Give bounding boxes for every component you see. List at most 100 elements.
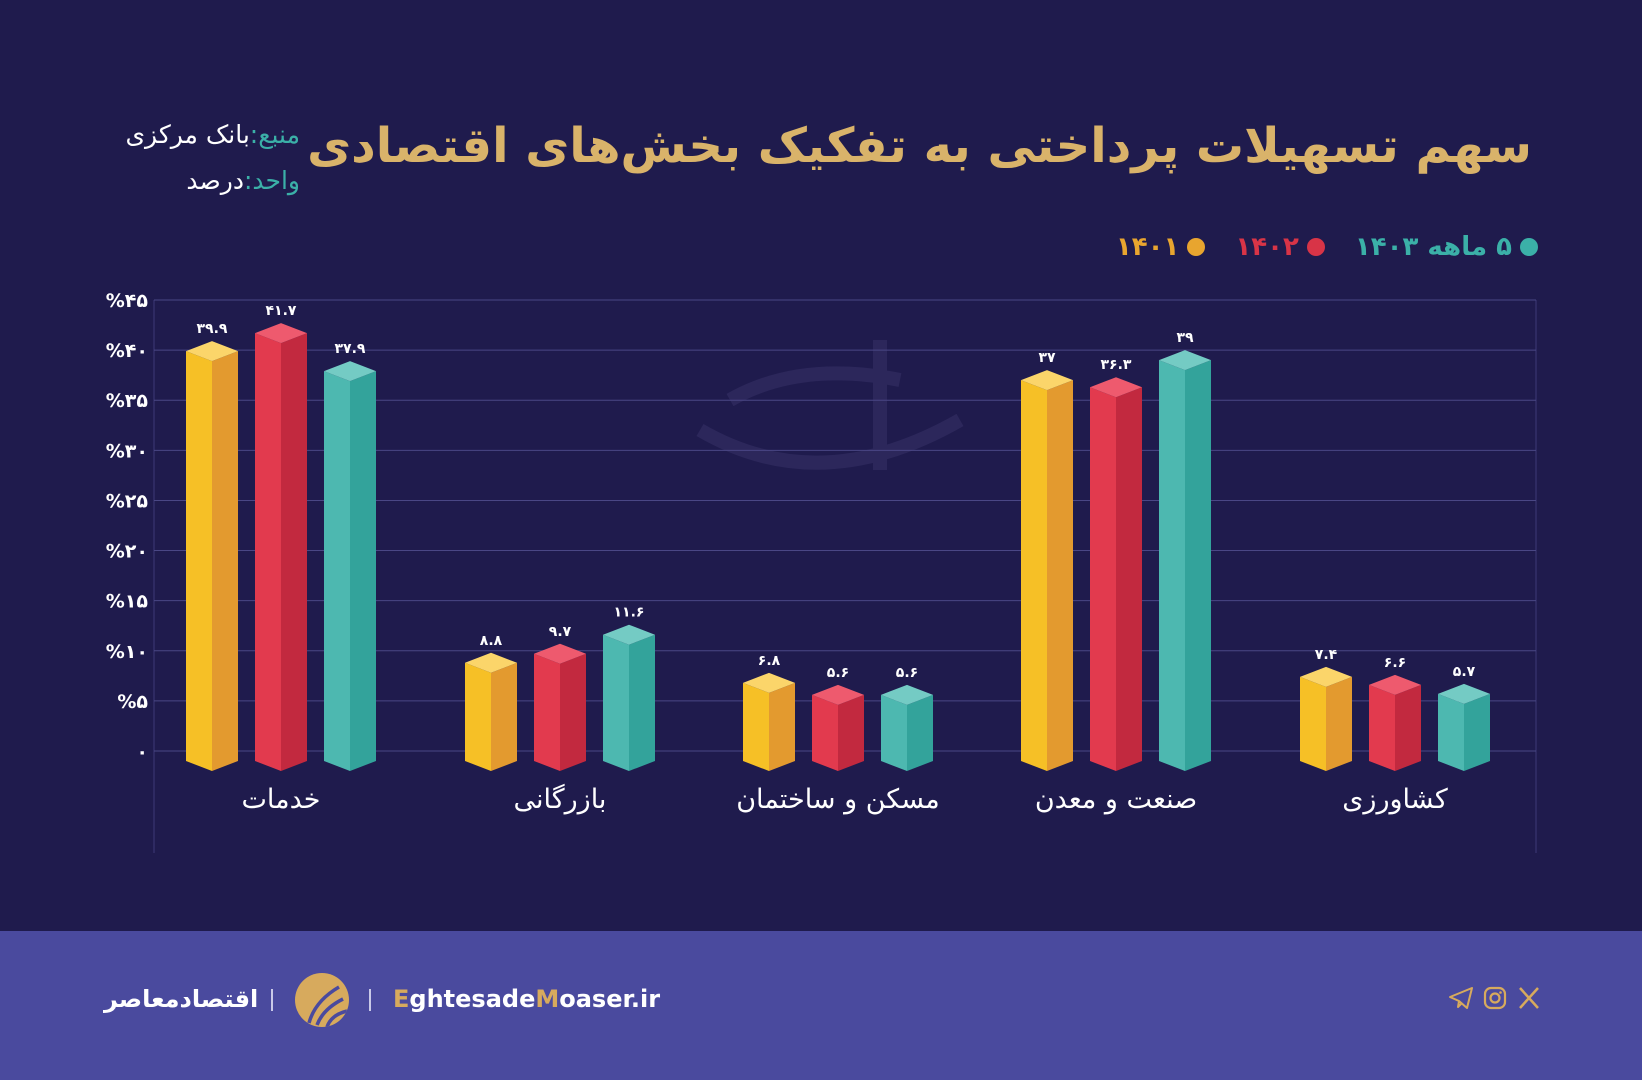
x-tick-label: بازرگانی bbox=[514, 783, 607, 815]
data-label: ۳۷.۹ bbox=[335, 341, 366, 357]
y-tick-label: %۴۰ bbox=[106, 340, 148, 362]
bar-front bbox=[186, 351, 212, 771]
data-label: ۳۶.۳ bbox=[1101, 357, 1132, 373]
legend-item-1401: ۱۴۰۱ bbox=[1116, 232, 1206, 262]
data-label: ۴۱.۷ bbox=[266, 303, 297, 319]
bar-side bbox=[281, 333, 307, 771]
bar-front bbox=[1438, 693, 1464, 771]
x-tick-label: کشاورزی bbox=[1342, 784, 1448, 815]
bar-top bbox=[186, 341, 238, 362]
y-tick-label: %۳۵ bbox=[106, 390, 149, 412]
bar-front bbox=[1369, 684, 1395, 771]
bar-front bbox=[743, 682, 769, 771]
data-label: ۱۱.۶ bbox=[614, 605, 645, 621]
data-label: ۳۹ bbox=[1176, 330, 1194, 346]
bar-front bbox=[324, 371, 350, 771]
website-link[interactable]: EghtesadeMoaser.ir bbox=[393, 985, 661, 1013]
bar-front bbox=[255, 333, 281, 771]
legend-dot bbox=[1306, 238, 1325, 256]
data-label: ۷.۴ bbox=[1315, 647, 1338, 663]
data-label: ۵.۷ bbox=[1453, 664, 1476, 680]
data-label: ۶.۸ bbox=[758, 653, 781, 669]
bar-top bbox=[1438, 683, 1490, 704]
bar-top bbox=[1021, 370, 1073, 391]
data-label: ۹.۷ bbox=[549, 624, 572, 640]
bar-top bbox=[743, 672, 795, 693]
bar-top bbox=[465, 652, 517, 673]
unit-label: واحد: bbox=[243, 166, 300, 195]
legend-label: ۱۴۰۲ bbox=[1235, 232, 1299, 262]
bar-top bbox=[881, 684, 933, 705]
legend: ۵ ماهه ۱۴۰۳ ۱۴۰۲ ۱۴۰۱ bbox=[1116, 232, 1538, 262]
bar-side bbox=[491, 662, 517, 771]
data-label: ۸.۸ bbox=[480, 633, 503, 649]
bar-side bbox=[769, 682, 795, 771]
bar-front bbox=[603, 634, 629, 771]
bar-front bbox=[465, 662, 491, 771]
bar-side bbox=[212, 351, 238, 771]
data-label: ۵.۶ bbox=[827, 665, 849, 681]
bar-front bbox=[881, 694, 907, 771]
bar-top bbox=[1090, 377, 1142, 398]
divider bbox=[369, 989, 371, 1011]
y-tick-label: ۰ bbox=[136, 741, 148, 763]
bar-top bbox=[1300, 666, 1352, 687]
category-group: ۳۷ ۳۶.۳ ۳۹ صنعت و معدن bbox=[1021, 330, 1211, 815]
instagram-icon[interactable] bbox=[1482, 985, 1508, 1011]
watermark bbox=[696, 340, 964, 470]
bar-front bbox=[1090, 387, 1116, 771]
bar-top bbox=[534, 643, 586, 664]
chart-meta: منبع:بانک مرکزی واحد:درصد bbox=[105, 112, 300, 204]
x-tick-label: صنعت و معدن bbox=[1035, 784, 1197, 815]
footer: اقتصادمعاصر EghtesadeMoaser.ir bbox=[0, 931, 1642, 1080]
bar-side bbox=[1116, 387, 1142, 771]
bar-front bbox=[1159, 360, 1185, 771]
bar-side bbox=[1047, 380, 1073, 771]
y-tick-label: %۲۰ bbox=[106, 541, 148, 563]
y-tick-label: %۱۰ bbox=[106, 641, 148, 663]
legend-item-1402: ۱۴۰۲ bbox=[1235, 232, 1325, 262]
bar-front bbox=[1021, 380, 1047, 771]
bar-front bbox=[812, 694, 838, 771]
bar-top bbox=[812, 684, 864, 705]
y-tick-label: %۳۰ bbox=[106, 440, 148, 462]
category-group: ۸.۸ ۹.۷ ۱۱.۶ بازرگانی bbox=[465, 605, 655, 815]
bar-side bbox=[1395, 684, 1421, 771]
legend-item-1403: ۵ ماهه ۱۴۰۳ bbox=[1355, 232, 1538, 262]
bar-top bbox=[603, 624, 655, 645]
y-tick-label: %۴۵ bbox=[106, 290, 149, 312]
bar-side bbox=[629, 634, 655, 771]
bar-top bbox=[255, 323, 307, 344]
legend-dot bbox=[1187, 238, 1206, 256]
category-group: ۳۹.۹ ۴۱.۷ ۳۷.۹ خدمات bbox=[186, 303, 376, 815]
data-label: ۳۷ bbox=[1038, 350, 1056, 366]
bar-side bbox=[907, 694, 933, 771]
legend-dot bbox=[1520, 238, 1538, 256]
x-icon[interactable] bbox=[1516, 985, 1542, 1011]
divider bbox=[271, 989, 273, 1011]
bar-top bbox=[1369, 674, 1421, 695]
source-value: بانک مرکزی bbox=[125, 120, 250, 149]
x-tick-label: خدمات bbox=[242, 784, 321, 815]
category-group: ۷.۴ ۶.۶ ۵.۷ کشاورزی bbox=[1300, 647, 1490, 815]
y-tick-label: %۲۵ bbox=[106, 490, 149, 512]
bar-side bbox=[1464, 693, 1490, 771]
bar-side bbox=[1185, 360, 1211, 771]
bar-side bbox=[350, 371, 376, 771]
page-title: سهم تسهیلات پرداختی به تفکیک بخش‌های اقت… bbox=[307, 118, 1533, 174]
bar-side bbox=[838, 694, 864, 771]
brand-name: اقتصادمعاصر bbox=[104, 985, 259, 1013]
y-tick-label: %۵ bbox=[117, 691, 148, 713]
category-group: ۶.۸ ۵.۶ ۵.۶ مسکن و ساختمان bbox=[736, 653, 940, 815]
data-label: ۶.۶ bbox=[1384, 655, 1406, 671]
data-label: ۵.۶ bbox=[896, 665, 918, 681]
legend-label: ۵ ماهه ۱۴۰۳ bbox=[1354, 232, 1512, 262]
source-label: منبع: bbox=[249, 120, 300, 149]
bar-front bbox=[1300, 676, 1326, 771]
bar-top bbox=[324, 361, 376, 382]
y-tick-label: %۱۵ bbox=[106, 591, 149, 613]
social-links bbox=[1448, 985, 1542, 1011]
bar-side bbox=[1326, 676, 1352, 771]
telegram-icon[interactable] bbox=[1448, 985, 1474, 1011]
brand-logo bbox=[295, 973, 349, 1027]
